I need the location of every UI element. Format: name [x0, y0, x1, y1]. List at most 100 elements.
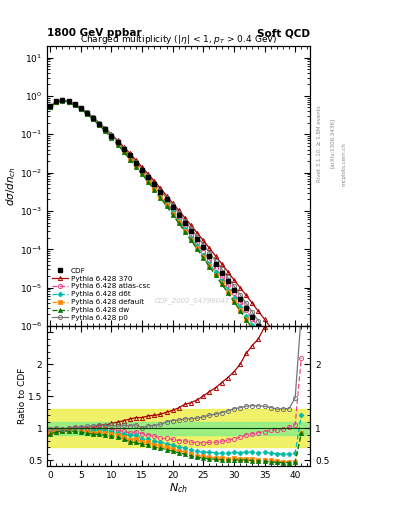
Pythia 6.428 default	[250, 325, 255, 331]
Pythia 6.428 d6t	[54, 99, 59, 105]
Pythia 6.428 dw	[146, 179, 151, 185]
Pythia 6.428 d6t	[183, 226, 187, 232]
Pythia 6.428 dw	[268, 353, 273, 359]
Pythia 6.428 d6t	[60, 97, 65, 103]
Pythia 6.428 atlas-csc	[299, 387, 304, 393]
Pythia 6.428 d6t	[293, 387, 298, 393]
Pythia 6.428 default	[91, 116, 95, 122]
Pythia 6.428 p0	[213, 258, 218, 264]
Pythia 6.428 default	[231, 298, 236, 304]
Text: mcplots.cern.ch: mcplots.cern.ch	[341, 142, 346, 186]
Line: Pythia 6.428 d6t: Pythia 6.428 d6t	[48, 98, 303, 401]
Pythia 6.428 p0	[158, 187, 163, 194]
Pythia 6.428 p0	[66, 98, 71, 104]
Pythia 6.428 p0	[256, 318, 261, 324]
Pythia 6.428 p0	[299, 382, 304, 389]
Pythia 6.428 default	[121, 148, 126, 155]
Pythia 6.428 atlas-csc	[256, 324, 261, 330]
Pythia 6.428 dw	[48, 104, 53, 111]
Pythia 6.428 default	[109, 134, 114, 140]
Pythia 6.428 370	[231, 277, 236, 283]
Pythia 6.428 p0	[268, 336, 273, 343]
Pythia 6.428 370	[48, 104, 53, 110]
Pythia 6.428 p0	[164, 195, 169, 201]
Pythia 6.428 atlas-csc	[183, 224, 187, 230]
Pythia 6.428 dw	[109, 135, 114, 141]
Pythia 6.428 default	[213, 271, 218, 278]
Line: Pythia 6.428 p0: Pythia 6.428 p0	[48, 98, 303, 388]
Pythia 6.428 default	[152, 186, 157, 192]
Pythia 6.428 atlas-csc	[213, 265, 218, 271]
Pythia 6.428 d6t	[103, 127, 108, 133]
Pythia 6.428 d6t	[207, 261, 212, 267]
Pythia 6.428 370	[250, 300, 255, 306]
Pythia 6.428 370	[54, 99, 59, 105]
Pythia 6.428 dw	[244, 316, 248, 323]
Pythia 6.428 dw	[219, 281, 224, 287]
Pythia 6.428 atlas-csc	[189, 232, 193, 238]
Pythia 6.428 dw	[262, 344, 267, 350]
Pythia 6.428 370	[219, 261, 224, 267]
Pythia 6.428 dw	[256, 335, 261, 341]
Pythia 6.428 atlas-csc	[121, 146, 126, 153]
Pythia 6.428 default	[244, 316, 248, 322]
Pythia 6.428 dw	[54, 99, 59, 105]
Pythia 6.428 dw	[140, 172, 145, 178]
Pythia 6.428 p0	[121, 145, 126, 151]
Text: Soft QCD: Soft QCD	[257, 28, 310, 38]
Pythia 6.428 dw	[207, 264, 212, 270]
Pythia 6.428 d6t	[84, 111, 89, 117]
Pythia 6.428 dw	[231, 298, 236, 305]
Pythia 6.428 370	[238, 285, 242, 291]
Line: Pythia 6.428 370: Pythia 6.428 370	[48, 98, 303, 371]
Pythia 6.428 370	[195, 230, 200, 236]
Pythia 6.428 p0	[140, 166, 145, 173]
Pythia 6.428 p0	[170, 202, 175, 208]
Line: Pythia 6.428 dw: Pythia 6.428 dw	[48, 98, 303, 406]
Pythia 6.428 370	[274, 332, 279, 338]
Pythia 6.428 p0	[60, 97, 65, 103]
Pythia 6.428 default	[189, 237, 193, 243]
Pythia 6.428 atlas-csc	[238, 298, 242, 305]
Pythia 6.428 atlas-csc	[103, 126, 108, 133]
Pythia 6.428 370	[213, 253, 218, 259]
Pythia 6.428 atlas-csc	[164, 199, 169, 205]
Pythia 6.428 dw	[152, 187, 157, 193]
Pythia 6.428 370	[91, 115, 95, 121]
Pythia 6.428 atlas-csc	[219, 273, 224, 280]
Pythia 6.428 370	[60, 97, 65, 103]
Pythia 6.428 d6t	[79, 106, 83, 112]
Pythia 6.428 d6t	[158, 193, 163, 199]
Pythia 6.428 370	[164, 193, 169, 199]
Pythia 6.428 370	[158, 185, 163, 191]
Pythia 6.428 p0	[176, 210, 181, 216]
Pythia 6.428 default	[170, 211, 175, 217]
Pythia 6.428 370	[97, 120, 101, 126]
Pythia 6.428 370	[268, 324, 273, 330]
Pythia 6.428 370	[121, 144, 126, 150]
Pythia 6.428 d6t	[219, 278, 224, 284]
Pythia 6.428 d6t	[262, 340, 267, 346]
Pythia 6.428 atlas-csc	[134, 161, 138, 167]
Pythia 6.428 atlas-csc	[140, 168, 145, 174]
Pythia 6.428 dw	[121, 148, 126, 155]
Pythia 6.428 p0	[274, 345, 279, 351]
Pythia 6.428 atlas-csc	[72, 101, 77, 108]
Pythia 6.428 p0	[109, 132, 114, 138]
Line: Pythia 6.428 default: Pythia 6.428 default	[48, 98, 303, 406]
Pythia 6.428 default	[274, 362, 279, 368]
Pythia 6.428 atlas-csc	[262, 333, 267, 339]
Pythia 6.428 370	[183, 215, 187, 221]
Pythia 6.428 default	[176, 219, 181, 225]
Pythia 6.428 dw	[176, 220, 181, 226]
Pythia 6.428 370	[79, 105, 83, 111]
Pythia 6.428 370	[226, 269, 230, 275]
Pythia 6.428 atlas-csc	[158, 191, 163, 198]
Pythia 6.428 atlas-csc	[226, 282, 230, 288]
Pythia 6.428 default	[183, 228, 187, 234]
Pythia 6.428 default	[103, 127, 108, 134]
Pythia 6.428 p0	[281, 354, 285, 360]
Pythia 6.428 370	[293, 357, 298, 363]
Pythia 6.428 default	[140, 170, 145, 177]
Pythia 6.428 370	[109, 131, 114, 137]
